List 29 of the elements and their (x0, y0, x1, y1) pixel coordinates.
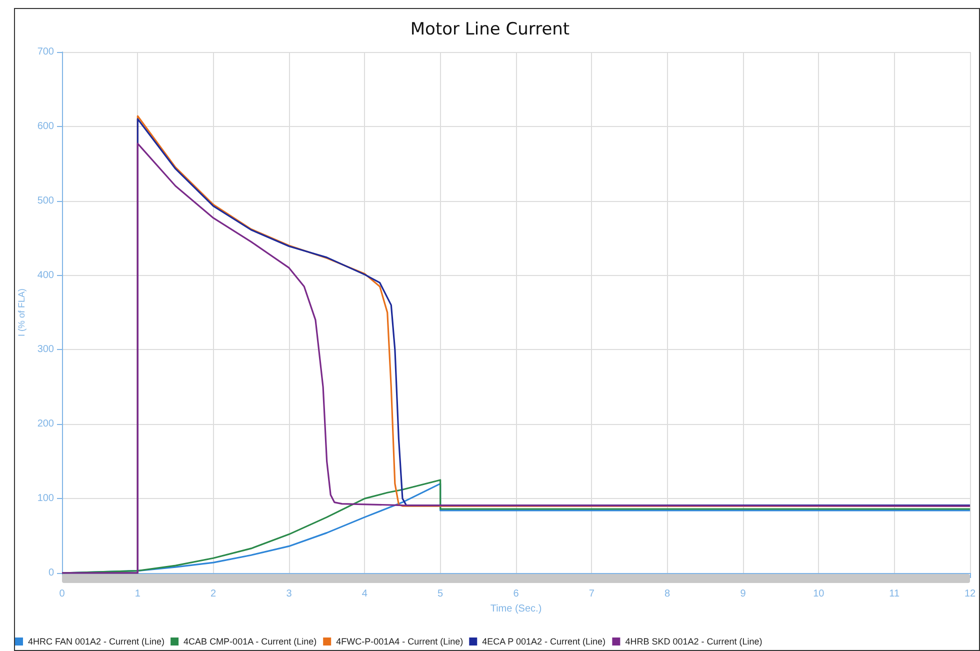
y-tick-label: 200 (37, 418, 54, 430)
y-tick-label: 100 (37, 493, 54, 504)
legend-label: 4CAB CMP-001A - Current (Line) (184, 636, 317, 646)
y-tick-label: 0 (48, 568, 54, 578)
y-tick-label: 300 (37, 344, 54, 356)
legend-label: 4ECA P 001A2 - Current (Line) (482, 636, 606, 646)
x-tick-label: 10 (813, 588, 825, 600)
x-tick-label: 7 (588, 588, 595, 600)
y-tick-label: 400 (37, 270, 54, 281)
x-tick-label: 0 (59, 588, 66, 600)
x-tick-label: 2 (210, 588, 217, 600)
x-tick-label: 11 (889, 588, 900, 600)
x-tick-label: 8 (664, 588, 671, 600)
legend-label: 4HRC FAN 001A2 - Current (Line) (28, 636, 165, 646)
x-tick-label: 9 (740, 588, 746, 600)
x-tick-label: 1 (134, 588, 141, 600)
x-tick-label: 4 (362, 588, 368, 600)
x-tick-label: 6 (513, 588, 520, 600)
x-tick-label: 12 (964, 588, 976, 600)
y-tick-label: 500 (37, 195, 54, 206)
chart-title: Motor Line Current (410, 20, 570, 40)
y-tick-label: 600 (37, 120, 54, 132)
x-tick-label: 5 (438, 588, 444, 600)
x-axis-title: Time (Sec.) (490, 603, 542, 614)
y-tick-label: 700 (37, 46, 54, 58)
y-axis-title: I (% of FLA) (16, 288, 26, 337)
legend-label: 4FWC-P-001A4 - Current (Line) (336, 636, 464, 646)
x-tick-label: 3 (286, 588, 292, 600)
legend-label: 4HRB SKD 001A2 - Current (Line) (625, 636, 762, 646)
